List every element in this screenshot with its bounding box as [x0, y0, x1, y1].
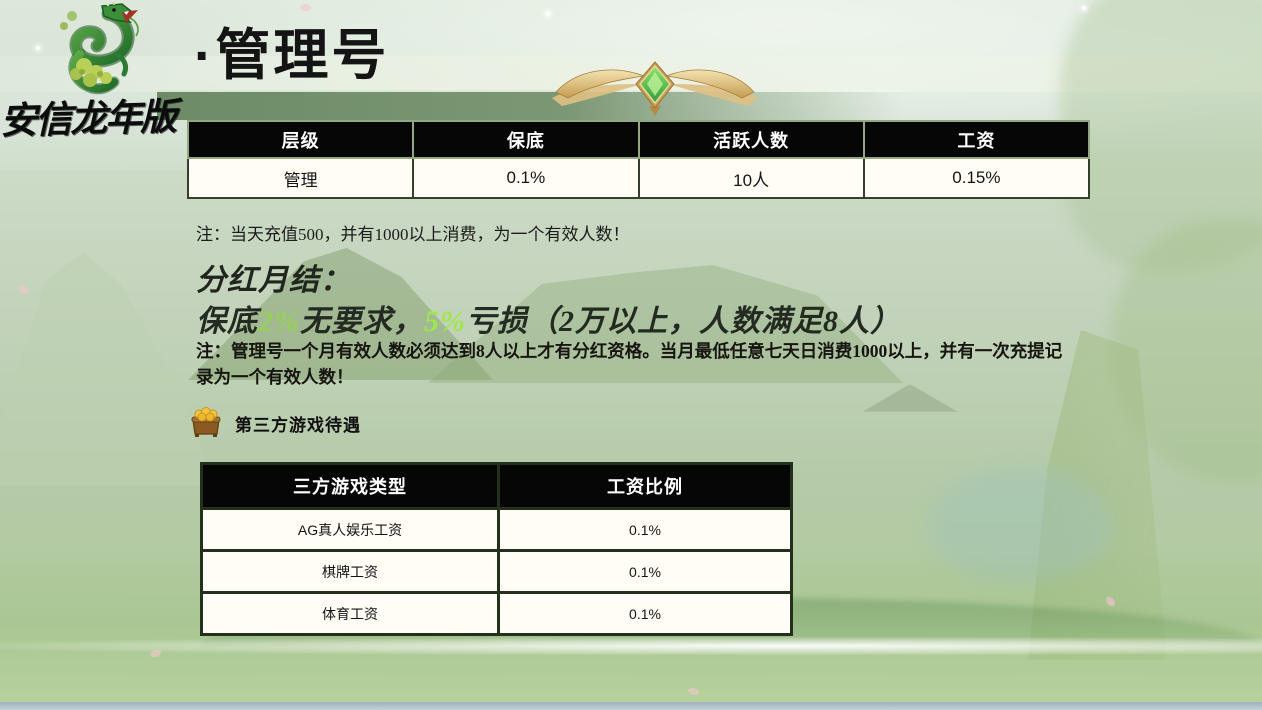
treasure-chest-icon — [188, 404, 224, 443]
levels-header-cell: 工资 — [864, 122, 1088, 157]
thirdparty-section-header: 第三方游戏待遇 — [188, 404, 361, 443]
dividend-line: 保底2%无要求，5%亏损（2万以上，人数满足8人） — [196, 296, 901, 340]
brand-calligraphy: 安信龙年版 — [0, 97, 176, 143]
levels-cell: 0.15% — [864, 159, 1088, 197]
dragon-logo-icon — [34, 0, 146, 107]
bottom-edge-strip — [0, 702, 1262, 710]
dividend-pre: 保底 — [196, 305, 258, 338]
levels-table: 层级 保底 活跃人数 工资 管理 0.1% 10人 0.15% — [187, 120, 1090, 199]
sparkle-decoration — [36, 46, 40, 50]
levels-cell: 10人 — [639, 159, 863, 197]
thirdparty-cell: 棋牌工资 — [203, 552, 497, 591]
background-foliage-right — [1060, 0, 1262, 270]
petal-decoration — [300, 4, 311, 11]
dividend-heading: 分红月结： — [196, 264, 351, 297]
thirdparty-cell: AG真人娱乐工资 — [203, 510, 497, 549]
thirdparty-header-cell: 工资比例 — [500, 465, 790, 507]
thirdparty-section-title: 第三方游戏待遇 — [235, 416, 361, 435]
levels-header-cell: 保底 — [414, 122, 638, 157]
thirdparty-cell: 0.1% — [500, 552, 790, 591]
background-glow-line — [0, 637, 1262, 655]
sparkle-decoration — [1082, 6, 1086, 10]
page-title: ·管理号 — [194, 24, 390, 86]
note-dividend-rule: 注：管理号一个月有效人数必须达到8人以上才有分红资格。当月最低任意七天日消费10… — [196, 341, 1063, 387]
green-rate-2: 5% — [424, 305, 466, 338]
levels-cell: 管理 — [189, 159, 413, 197]
background-sage-band — [157, 90, 902, 120]
thirdparty-cell: 体育工资 — [203, 594, 497, 633]
background-mountain-left — [0, 252, 215, 487]
dividend-post: 亏损（2万以上，人数满足8人） — [466, 305, 901, 338]
note-valid-user: 注：当天充值500，并有1000以上消费，为一个有效人数！ — [196, 225, 630, 244]
green-rate-1: 2% — [258, 305, 300, 338]
petal-decoration — [16, 283, 31, 296]
thirdparty-header-cell: 三方游戏类型 — [203, 465, 497, 507]
dividend-mid: 无要求， — [300, 305, 424, 338]
levels-header-cell: 活跃人数 — [639, 122, 863, 157]
thirdparty-table: 三方游戏类型 工资比例 AG真人娱乐工资 0.1% 棋牌工资 0.1% 体育工资… — [200, 462, 793, 636]
sparkle-decoration — [546, 12, 550, 16]
levels-header-cell: 层级 — [189, 122, 413, 157]
levels-cell: 0.1% — [414, 159, 638, 197]
gold-wings-gem-ornament-icon — [550, 56, 760, 121]
thirdparty-cell: 0.1% — [500, 594, 790, 633]
thirdparty-cell: 0.1% — [500, 510, 790, 549]
